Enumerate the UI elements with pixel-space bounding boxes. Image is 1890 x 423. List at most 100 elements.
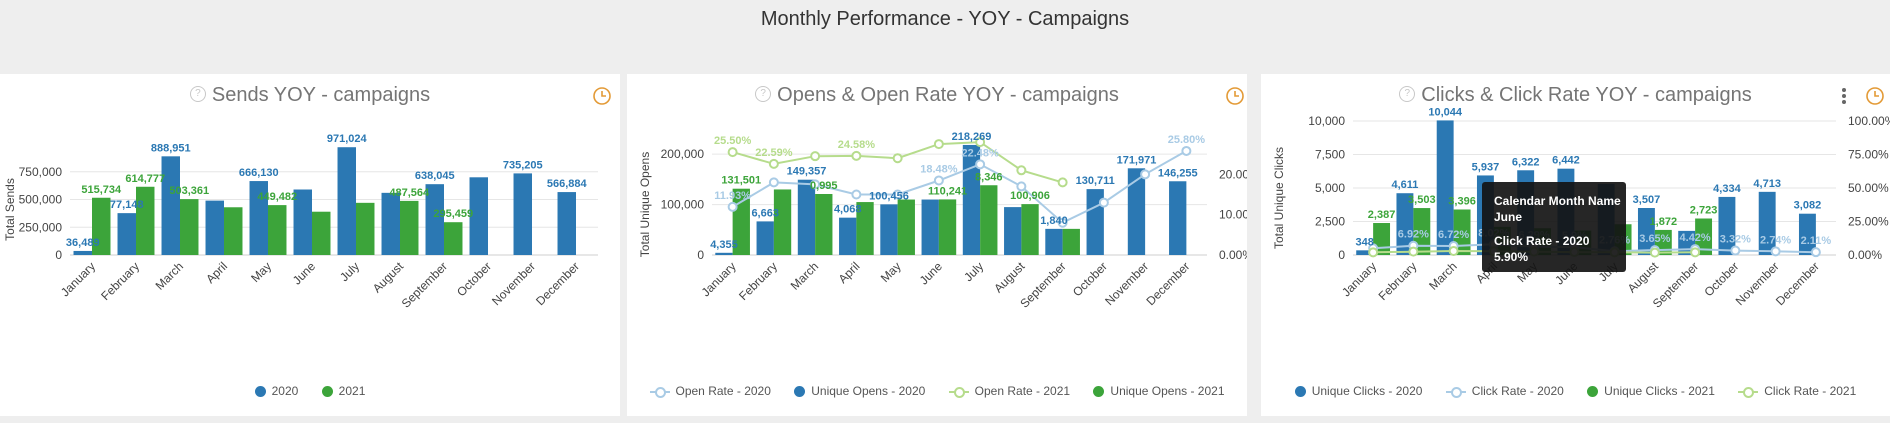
y2-tick-label: 0.00% [1219, 248, 1247, 262]
line-data-label: 6.72% [1438, 229, 1469, 241]
line-data-label: 11.93% [714, 190, 751, 202]
x-tick-label: September [399, 259, 450, 310]
x-tick-label: May [878, 259, 904, 285]
data-label: 6,663 [751, 207, 779, 219]
line-data-label: 6.92% [1398, 229, 1429, 241]
legend-label: Click Rate - 2020 [1471, 384, 1564, 398]
bar [1169, 181, 1187, 255]
legend-item-click-rate-2020[interactable]: Click Rate - 2020 [1445, 384, 1564, 399]
y-tick-label: 0 [697, 248, 704, 262]
bar [880, 204, 898, 255]
line-point [1098, 197, 1109, 208]
help-icon[interactable]: ? [755, 85, 772, 102]
y-tick-label: 100,000 [661, 198, 705, 212]
legend-item-unique-opens-2020[interactable]: Unique Opens - 2020 [794, 384, 925, 398]
x-tick-label: February [736, 259, 780, 303]
line-point [933, 175, 944, 186]
line-point [1016, 181, 1027, 192]
bar [1695, 218, 1713, 255]
y2-tick-label: 75.00% [1848, 148, 1889, 162]
legend-item-open-rate-2020[interactable]: Open Rate - 2020 [649, 384, 771, 399]
line-point [892, 153, 903, 164]
help-icon[interactable]: ? [1399, 85, 1416, 102]
tooltip-month: June [1494, 210, 1523, 224]
x-tick-label: February [98, 259, 142, 303]
clock-icon[interactable] [1865, 86, 1885, 106]
bar [1004, 207, 1022, 255]
line-point [1690, 247, 1701, 258]
data-label: 36,489 [66, 237, 100, 249]
y2-tick-label: 0.00% [1848, 248, 1882, 262]
clock-icon[interactable] [1225, 86, 1245, 106]
data-label: 5,937 [1472, 161, 1500, 173]
tooltip-value: 5.90% [1494, 250, 1529, 264]
legend-item-unique-clicks-2020[interactable]: Unique Clicks - 2020 [1294, 384, 1423, 398]
bar [1045, 228, 1063, 255]
bar [356, 202, 375, 255]
legend-item-unique-clicks-2021[interactable]: Unique Clicks - 2021 [1587, 384, 1715, 398]
chart-legend: Unique Clicks - 2020 Click Rate - 2020 U… [1261, 384, 1890, 399]
data-label: 77,148 [110, 199, 144, 211]
y-axis-label: Total Unique Opens [638, 152, 652, 257]
y-tick-label: 2,500 [1315, 215, 1345, 229]
legend-item-unique-opens-2021[interactable]: Unique Opens - 2021 [1093, 384, 1225, 398]
legend-swatch [254, 386, 266, 398]
legend-item-click-rate-2021[interactable]: Click Rate - 2021 [1738, 384, 1857, 399]
line-data-label: 3.65% [1639, 233, 1670, 245]
bar [136, 186, 155, 255]
help-icon[interactable]: ? [189, 85, 206, 102]
y-tick-label: 750,000 [19, 165, 63, 179]
line-data-label: 25.50% [714, 135, 752, 147]
bar [815, 193, 833, 255]
line-point [1770, 246, 1781, 257]
legend-label: Unique Clicks - 2020 [1311, 384, 1423, 398]
bar [921, 199, 939, 255]
data-label: 149,357 [787, 166, 827, 178]
data-label: 503,361 [169, 185, 209, 197]
legend-label: Open Rate - 2020 [675, 384, 771, 398]
bar [1396, 193, 1414, 255]
bar [1062, 228, 1080, 255]
y-axis-label: Total Unique Clicks [1272, 147, 1286, 249]
clock-icon[interactable] [592, 86, 612, 106]
bar [180, 199, 199, 255]
x-tick-label: March [153, 259, 186, 292]
data-label: 888,951 [151, 142, 191, 154]
bar [897, 199, 915, 255]
bar [856, 202, 874, 255]
y-tick-label: 0 [55, 248, 62, 262]
line-data-label: 2.74% [1760, 234, 1791, 246]
legend-label: Click Rate - 2021 [1764, 384, 1857, 398]
x-tick-label: June [290, 259, 319, 288]
line-point [810, 151, 821, 162]
tooltip-label: Calendar Month Name [1494, 194, 1621, 208]
legend-item-2020[interactable]: 2020 [254, 384, 298, 398]
data-label: 487,564 [389, 187, 430, 199]
line-point [933, 139, 944, 150]
data-label: 6,322 [1512, 156, 1540, 168]
legend-swatch [321, 386, 333, 398]
y2-tick-label: 20.00% [1219, 167, 1247, 181]
legend-swatch [1738, 386, 1759, 399]
data-label: 295,459 [433, 208, 473, 220]
more-vert-icon[interactable] [1841, 86, 1847, 106]
legend-item-2021[interactable]: 2021 [321, 384, 365, 398]
y-tick-label: 0 [1338, 248, 1345, 262]
x-tick-label: August [370, 259, 407, 296]
line-point [810, 179, 821, 190]
line-point [851, 150, 862, 161]
line-data-label: 18.48% [920, 163, 958, 175]
data-label: 3,082 [1794, 200, 1822, 212]
panel-title-text: Sends YOY - campaigns [211, 84, 431, 106]
data-label: 4,355 [710, 239, 738, 251]
data-label: 1,840 [1040, 215, 1068, 227]
bar [425, 184, 444, 255]
data-label: 566,884 [547, 178, 588, 190]
bar [1718, 196, 1736, 255]
bar [962, 144, 981, 255]
line-point [768, 177, 779, 188]
bar [381, 192, 400, 255]
bar [469, 177, 488, 255]
legend-item-open-rate-2021[interactable]: Open Rate - 2021 [948, 384, 1070, 399]
bar [1637, 208, 1655, 255]
